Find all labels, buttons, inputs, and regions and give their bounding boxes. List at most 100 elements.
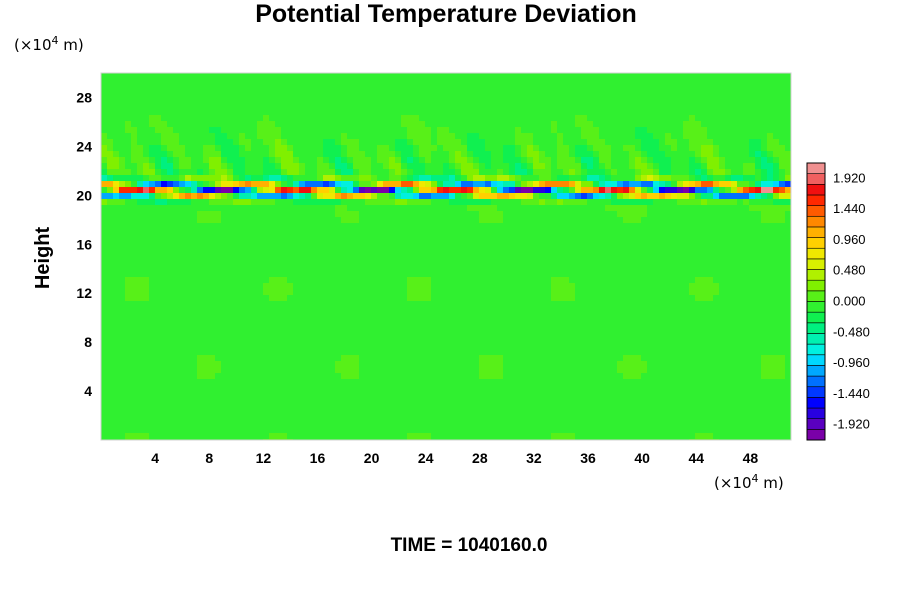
heatmap-cell [473,109,479,115]
heatmap-cell [371,307,377,313]
heatmap-cell [173,217,179,223]
heatmap-cell [203,187,209,193]
heatmap-cell [761,283,767,289]
heatmap-cell [281,139,287,145]
heatmap-cell [725,289,731,295]
heatmap-cell [305,103,311,109]
heatmap-cell [785,229,791,235]
heatmap-cell [143,145,149,151]
heatmap-cell [497,73,503,79]
heatmap-cell [383,319,389,325]
heatmap-cell [185,109,191,115]
heatmap-cell [509,205,515,211]
heatmap-cell [137,85,143,91]
heatmap-cell [131,223,137,229]
heatmap-cell [665,313,671,319]
heatmap-cell [443,91,449,97]
heatmap-cell [173,259,179,265]
heatmap-cell [287,91,293,97]
heatmap-cell [245,205,251,211]
heatmap-cell [371,163,377,169]
heatmap-cell [767,79,773,85]
heatmap-cell [149,223,155,229]
heatmap-cell [641,307,647,313]
heatmap-cell [749,133,755,139]
heatmap-cell [659,103,665,109]
heatmap-cell [293,319,299,325]
heatmap-cell [167,73,173,79]
heatmap-cell [377,265,383,271]
heatmap-cell [425,277,431,283]
heatmap-cell [419,97,425,103]
heatmap-cell [287,241,293,247]
heatmap-cell [653,217,659,223]
heatmap-cell [101,121,107,127]
heatmap-cell [425,97,431,103]
heatmap-cell [629,109,635,115]
heatmap-cell [767,169,773,175]
heatmap-cell [773,277,779,283]
heatmap-cell [443,325,449,331]
heatmap-cell [779,307,785,313]
heatmap-cell [695,319,701,325]
heatmap-cell [245,301,251,307]
heatmap-cell [773,157,779,163]
heatmap-cell [575,211,581,217]
heatmap-cell [119,151,125,157]
heatmap-cell [245,139,251,145]
heatmap-cell [353,157,359,163]
heatmap-cell [749,85,755,91]
heatmap-cell [755,151,761,157]
heatmap-cell [443,85,449,91]
heatmap-cell [185,181,191,187]
heatmap-cell [593,151,599,157]
heatmap-cell [239,283,245,289]
heatmap-cell [167,157,173,163]
heatmap-cell [437,217,443,223]
heatmap-cell [341,331,347,337]
heatmap-cell [209,241,215,247]
heatmap-cell [401,253,407,259]
heatmap-cell [359,103,365,109]
heatmap-cell [575,175,581,181]
heatmap-cell [293,145,299,151]
heatmap-cell [575,313,581,319]
heatmap-cell [569,295,575,301]
heatmap-cell [671,175,677,181]
heatmap-cell [209,127,215,133]
heatmap-cell [473,319,479,325]
heatmap-cell [683,265,689,271]
heatmap-cell [335,283,341,289]
heatmap-cell [287,157,293,163]
heatmap-cell [677,193,683,199]
heatmap-cell [761,217,767,223]
heatmap-cell [503,145,509,151]
heatmap-cell [287,295,293,301]
heatmap-cell [593,301,599,307]
heatmap-cell [569,301,575,307]
heatmap-cell [581,151,587,157]
heatmap-cell [623,115,629,121]
heatmap-cell [677,259,683,265]
heatmap-cell [449,301,455,307]
heatmap-cell [653,133,659,139]
heatmap-cell [659,217,665,223]
heatmap-cell [443,115,449,121]
heatmap-cell [251,169,257,175]
heatmap-cell [605,283,611,289]
heatmap-cell [551,325,557,331]
heatmap-cell [557,73,563,79]
heatmap-cell [149,307,155,313]
heatmap-cell [275,325,281,331]
heatmap-cell [737,325,743,331]
heatmap-cell [653,307,659,313]
heatmap-cell [605,79,611,85]
heatmap-cell [749,259,755,265]
heatmap-cell [527,319,533,325]
heatmap-cell [659,109,665,115]
heatmap-cell [605,181,611,187]
heatmap-cell [779,103,785,109]
heatmap-cell [671,163,677,169]
heatmap-cell [725,103,731,109]
heatmap-cell [779,169,785,175]
